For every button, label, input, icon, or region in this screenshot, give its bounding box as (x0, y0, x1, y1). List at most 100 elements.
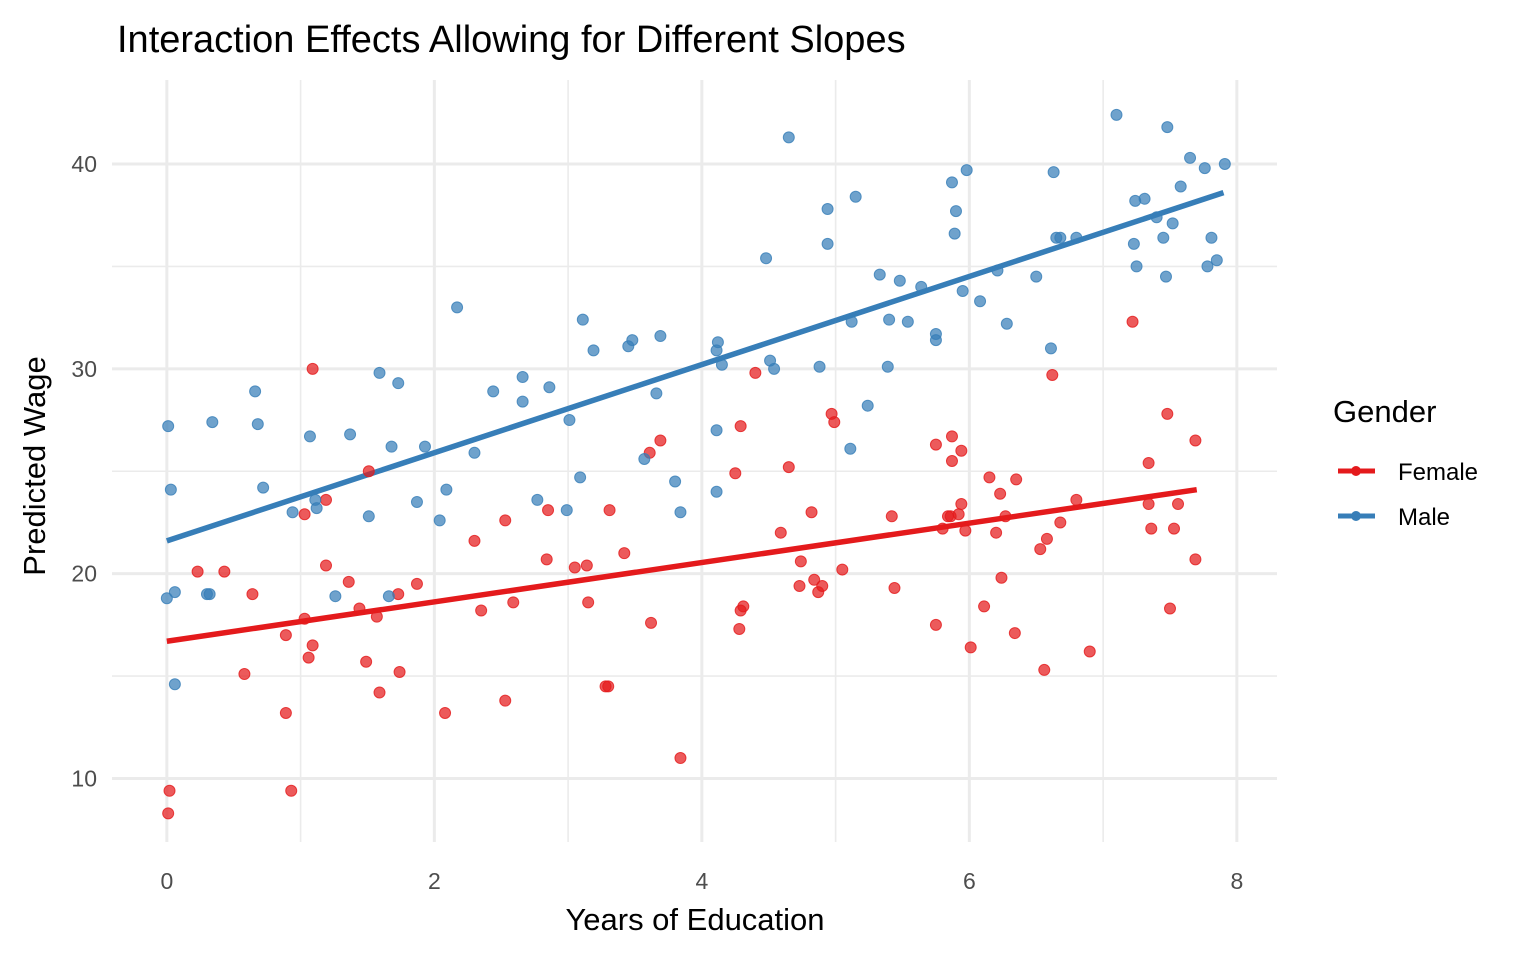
point-female (1034, 543, 1047, 556)
point-female (729, 467, 742, 480)
point-female (936, 522, 949, 535)
point-male (410, 495, 423, 508)
point-female (238, 668, 251, 681)
point-female (885, 510, 898, 523)
point-male (710, 424, 723, 437)
point-male (1070, 231, 1083, 244)
grid-lines (112, 80, 1277, 842)
point-female (540, 553, 553, 566)
point-female (983, 471, 996, 484)
y-tick-label: 10 (71, 766, 97, 792)
point-female (782, 461, 795, 474)
point-male (813, 360, 826, 373)
point-male (711, 336, 724, 349)
point-male (1198, 162, 1211, 175)
legend-title: Gender (1333, 394, 1436, 429)
point-male (385, 440, 398, 453)
point-female (298, 508, 311, 521)
point-male (650, 387, 663, 400)
point-male (560, 504, 573, 517)
point-female (542, 504, 555, 517)
point-female (468, 534, 481, 547)
point-male (160, 592, 173, 605)
point-male (1030, 270, 1043, 283)
point-male (881, 360, 894, 373)
point-male (782, 131, 795, 144)
chart-title: Interaction Effects Allowing for Differe… (117, 19, 906, 61)
point-female (1172, 498, 1185, 511)
point-male (303, 430, 316, 443)
point-male (974, 295, 987, 308)
point-female (320, 559, 333, 572)
point-female (1163, 602, 1176, 615)
fit-line-female (166, 486, 1198, 644)
point-male (310, 502, 323, 515)
point-male (710, 485, 723, 498)
point-male (1000, 317, 1013, 330)
point-female (955, 498, 968, 511)
point-female (1046, 368, 1059, 381)
point-male (487, 385, 500, 398)
x-tick-label: 8 (1230, 868, 1243, 894)
point-female (733, 622, 746, 635)
point-male (849, 190, 862, 203)
point-female (805, 506, 818, 519)
point-female (580, 559, 593, 572)
point-female (302, 651, 315, 664)
point-male (1157, 231, 1170, 244)
point-male (1218, 157, 1231, 170)
point-male (1161, 121, 1174, 134)
point-male (451, 301, 464, 314)
point-male (251, 418, 264, 431)
point-male (468, 446, 481, 459)
point-female (306, 639, 319, 652)
point-female (929, 438, 942, 451)
point-female (964, 641, 977, 654)
point-female (645, 616, 658, 629)
point-female (978, 600, 991, 613)
point-female (582, 596, 595, 609)
legend-item-female: Female (1338, 459, 1478, 486)
data-points (160, 108, 1231, 820)
point-male (433, 514, 446, 527)
legend-item-male: Male (1338, 504, 1450, 531)
point-male (1130, 260, 1143, 273)
point-male (638, 452, 651, 465)
point-male (382, 590, 395, 603)
point-male (373, 366, 386, 379)
point-male (362, 510, 375, 523)
fit-line-male (165, 190, 1225, 544)
point-female (1010, 473, 1023, 486)
point-male (901, 315, 914, 328)
point-female (1142, 457, 1155, 470)
point-male (1044, 342, 1057, 355)
point-female (298, 612, 311, 625)
point-female (218, 565, 231, 578)
point-female (929, 618, 942, 631)
point-female (945, 455, 958, 467)
point-female (999, 510, 1012, 523)
point-male (1110, 108, 1123, 121)
point-male (873, 268, 886, 281)
point-male (768, 362, 781, 375)
legend-key-point-female (1351, 466, 1361, 476)
point-male (440, 483, 453, 496)
point-female (793, 579, 806, 592)
point-male (945, 176, 958, 189)
point-female (774, 526, 787, 539)
point-male (821, 237, 834, 250)
point-male (845, 315, 858, 328)
x-tick-label: 2 (428, 868, 441, 894)
point-male (531, 493, 544, 506)
point-female (1161, 407, 1174, 420)
point-female (279, 706, 292, 719)
point-female (1142, 498, 1155, 511)
point-female (836, 563, 849, 576)
point-male (168, 586, 181, 599)
point-female (507, 596, 520, 609)
point-male (286, 506, 299, 519)
point-female (1189, 434, 1202, 447)
y-tick-label: 30 (71, 356, 97, 382)
point-female (373, 686, 386, 699)
point-male (1054, 231, 1067, 244)
